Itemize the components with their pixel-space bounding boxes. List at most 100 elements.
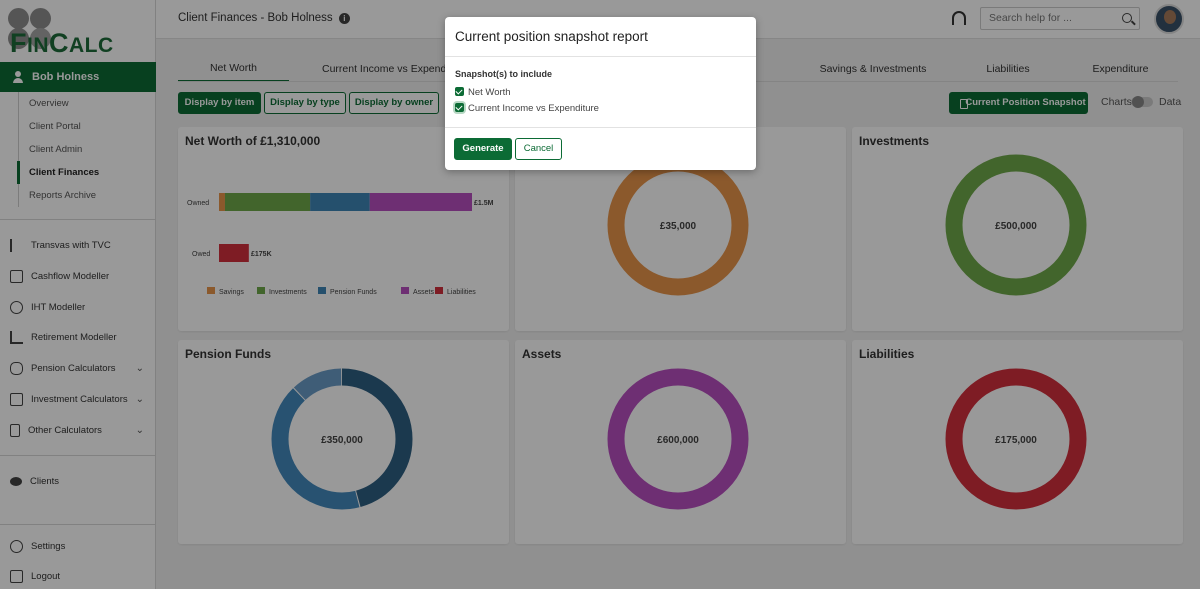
liabilities-card: Liabilities £175,000 — [852, 340, 1183, 544]
assets-title: Assets — [522, 347, 562, 361]
document-icon — [960, 99, 968, 109]
pension-funds-donut: £350,000 — [271, 368, 413, 510]
net-worth-checkbox-label[interactable]: Net Worth — [468, 87, 511, 98]
investments-title: Investments — [859, 134, 930, 148]
owed-total-label: £175K — [251, 251, 272, 258]
charts-toggle-label: Charts — [1101, 96, 1132, 108]
display-by-item-button[interactable]: Display by item — [178, 92, 261, 114]
assets-card: Assets £600,000 — [515, 340, 846, 544]
modal-title: Current position snapshot report — [455, 29, 648, 44]
nav-label: Retirement Modeller — [31, 331, 117, 343]
subnav-item-reports-archive[interactable]: Reports Archive — [29, 190, 97, 201]
liabilities-title: Liabilities — [859, 347, 915, 361]
nav-investment-calculators[interactable]: Investment Calculators ⌄ — [10, 389, 150, 409]
assets-ring — [607, 368, 749, 510]
calculator-icon — [10, 423, 20, 437]
piggy-bank-icon — [10, 361, 23, 375]
pension-segment-1 — [271, 368, 413, 510]
nav-label: Logout — [31, 570, 61, 582]
net-worth-checkbox[interactable] — [455, 87, 464, 96]
nav-retirement-modeller[interactable]: Retirement Modeller — [10, 327, 150, 347]
nav-label: Settings — [31, 540, 66, 552]
snapshot-report-modal: Current position snapshot report Snapsho… — [445, 17, 756, 170]
liabilities-value: £175,000 — [995, 435, 1037, 446]
tab-expenditure[interactable]: Expenditure — [1092, 63, 1149, 75]
net-worth-title-text: Net Worth of £1,310,000 — [185, 134, 321, 148]
current-position-snapshot-button[interactable]: Current Position Snapshot — [949, 92, 1088, 114]
logo-mark-icon — [8, 8, 54, 52]
owned-total-label: £1.5M — [474, 200, 494, 207]
legend-swatch-pension-funds — [318, 287, 326, 294]
nav-label: Investment Calculators — [31, 393, 128, 405]
charts-data-toggle[interactable] — [1131, 96, 1153, 108]
tab-current-income-vs-expenditure[interactable]: Current Income vs Expenditure — [322, 63, 467, 75]
chevron-down-icon: ⌄ — [135, 362, 144, 374]
owned-category-label: Owned — [187, 200, 209, 207]
client-name-bar[interactable]: Bob Holness — [0, 62, 156, 92]
sidebar-divider — [0, 219, 156, 220]
page-title: Client Finances - Bob Holness i — [178, 12, 350, 24]
bar-investments-owned — [224, 193, 311, 211]
savings-value: £35,000 — [660, 221, 697, 232]
chevron-down-icon: ⌄ — [135, 393, 144, 405]
nav-logout[interactable]: Logout — [10, 566, 150, 586]
pie-icon — [10, 300, 23, 314]
income-expenditure-checkbox-label[interactable]: Current Income vs Expenditure — [468, 103, 599, 114]
help-search-input[interactable]: Search help for ... — [980, 7, 1140, 30]
client-subnav: Overview Client Portal Client Admin Clie… — [17, 92, 156, 207]
nav-label: Clients — [30, 475, 60, 487]
bar-liabilities-owed — [219, 244, 249, 262]
nav-other-calculators[interactable]: Other Calculators ⌄ — [10, 420, 150, 440]
owed-category-label: Owed — [192, 251, 210, 258]
tab-liabilities[interactable]: Liabilities — [986, 63, 1030, 75]
subnav-item-client-admin[interactable]: Client Admin — [29, 144, 83, 155]
info-icon[interactable]: i — [338, 13, 350, 24]
nav-iht-modeller[interactable]: IHT Modeller — [10, 297, 150, 317]
nav-label: Cashflow Modeller — [31, 270, 110, 282]
nav-label: Transvas with TVC — [31, 239, 111, 251]
gear-icon — [10, 539, 23, 553]
nav-label: Pension Calculators — [31, 362, 116, 374]
legend-swatch-savings — [207, 287, 215, 294]
legend-label-savings: Savings — [219, 289, 244, 296]
search-placeholder: Search help for ... — [989, 12, 1072, 24]
display-by-owner-button[interactable]: Display by owner — [349, 92, 439, 114]
pension-segment-0 — [271, 368, 413, 510]
sidebar-divider — [0, 455, 156, 456]
assets-donut: £600,000 — [607, 368, 749, 510]
fincalc-logo[interactable]: FINCALC — [0, 0, 155, 62]
liabilities-donut: £175,000 — [945, 368, 1087, 510]
sidebar: FINCALC Bob Holness Overview Client Port… — [0, 0, 156, 589]
income-expenditure-checkbox[interactable] — [455, 103, 464, 112]
subnav-item-client-portal[interactable]: Client Portal — [29, 121, 81, 132]
bar-savings-owned — [219, 193, 225, 211]
subnav-item-overview[interactable]: Overview — [29, 98, 69, 109]
pension-funds-title: Pension Funds — [185, 347, 272, 361]
nav-transvas[interactable]: Transvas with TVC — [10, 235, 150, 255]
generate-button[interactable]: Generate — [454, 138, 512, 160]
nav-clients[interactable]: Clients — [10, 471, 150, 491]
investments-donut: £500,000 — [945, 154, 1087, 296]
headset-icon[interactable] — [952, 11, 966, 25]
search-icon[interactable] — [1122, 13, 1132, 23]
nav-label: Other Calculators — [28, 424, 102, 436]
cancel-button[interactable]: Cancel — [515, 138, 562, 160]
legend-swatch-assets — [401, 287, 409, 294]
subnav-item-client-finances[interactable]: Client Finances — [17, 161, 156, 184]
modal-divider — [445, 56, 756, 57]
avatar[interactable] — [1154, 4, 1184, 34]
bar-assets-owned — [369, 193, 472, 211]
bar-chart-icon — [10, 330, 23, 344]
snapshot-button-label: Current Position Snapshot — [965, 97, 1086, 108]
net-worth-bar-chart: Owned Owed £1.5M £175K Savings Investment… — [187, 193, 494, 296]
client-name: Bob Holness — [32, 71, 100, 83]
modal-divider — [445, 127, 756, 128]
investment-icon — [10, 392, 23, 406]
nav-pension-calculators[interactable]: Pension Calculators ⌄ — [10, 358, 150, 378]
sidebar-divider — [0, 524, 156, 525]
legend-label-pension-funds: Pension Funds — [330, 289, 377, 296]
nav-cashflow-modeller[interactable]: Cashflow Modeller — [10, 266, 150, 286]
tab-savings-investments[interactable]: Savings & Investments — [819, 63, 927, 75]
nav-settings[interactable]: Settings — [10, 536, 150, 556]
display-by-type-button[interactable]: Display by type — [264, 92, 346, 114]
